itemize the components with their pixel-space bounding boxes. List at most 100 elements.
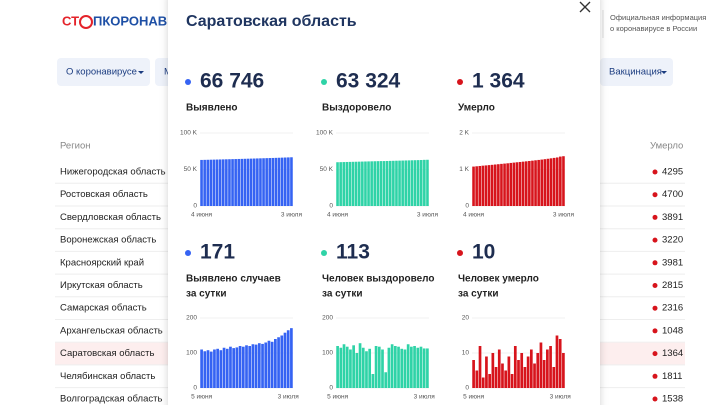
bar bbox=[200, 349, 203, 388]
bar bbox=[533, 363, 536, 388]
deaths-dot bbox=[652, 214, 658, 220]
bar bbox=[487, 165, 491, 206]
bar bbox=[416, 347, 420, 388]
deaths-dot bbox=[652, 373, 658, 379]
bar bbox=[521, 161, 525, 206]
bar bbox=[212, 159, 216, 206]
bar bbox=[249, 158, 253, 206]
bar bbox=[280, 157, 284, 206]
bar bbox=[368, 348, 372, 388]
table-header: Умерло bbox=[650, 141, 683, 152]
bar bbox=[241, 346, 245, 388]
bar bbox=[382, 161, 386, 206]
stat-label: Умерло bbox=[458, 103, 495, 114]
bar bbox=[379, 161, 383, 206]
deaths-value: 1048 bbox=[662, 325, 683, 336]
bar bbox=[209, 351, 213, 388]
deaths-dot bbox=[652, 237, 658, 243]
bar bbox=[410, 346, 413, 388]
bar bbox=[351, 161, 355, 206]
y-tick-label: 0 bbox=[329, 203, 333, 210]
stat-total: 113 bbox=[336, 241, 370, 264]
bar bbox=[237, 158, 241, 206]
region-name[interactable]: Архангельская область bbox=[60, 325, 163, 336]
header-info: Официальная информация bbox=[610, 13, 706, 22]
bar bbox=[271, 157, 275, 206]
stat-total: 171 bbox=[200, 241, 235, 264]
bar bbox=[475, 370, 479, 388]
stat-label: за сутки bbox=[186, 289, 226, 300]
y-tick-label: 1 K bbox=[459, 166, 469, 173]
bar bbox=[513, 346, 517, 388]
region-name[interactable]: Воронежская область bbox=[60, 235, 156, 246]
bar bbox=[206, 159, 210, 206]
bar bbox=[267, 340, 271, 388]
bar bbox=[422, 348, 426, 388]
deaths-dot bbox=[652, 260, 658, 266]
region-name[interactable]: Волгоградская область bbox=[60, 394, 162, 405]
bar bbox=[423, 159, 426, 206]
bar bbox=[240, 158, 244, 206]
bar bbox=[222, 347, 226, 388]
modal-title: Саратовская область bbox=[186, 13, 357, 30]
y-tick-label: 0 bbox=[465, 203, 469, 210]
bar bbox=[248, 346, 252, 388]
region-name[interactable]: Нижегородская область bbox=[60, 167, 166, 178]
bar bbox=[413, 346, 416, 388]
bar bbox=[246, 158, 250, 206]
x-tick-label: 3 июля bbox=[553, 212, 575, 219]
bar bbox=[352, 345, 355, 388]
bar bbox=[481, 377, 485, 388]
bar bbox=[497, 349, 501, 388]
bar bbox=[475, 166, 478, 206]
nav-pill[interactable] bbox=[600, 58, 673, 86]
stat-dot bbox=[321, 79, 327, 85]
region-name[interactable]: Челябинская область bbox=[60, 371, 155, 382]
bar bbox=[336, 346, 339, 388]
bar bbox=[216, 348, 219, 388]
bar bbox=[509, 162, 513, 206]
bar bbox=[404, 160, 408, 206]
stat-dot bbox=[185, 79, 191, 85]
region-name[interactable]: Ростовская область bbox=[60, 189, 148, 200]
stat-total: 66 746 bbox=[200, 70, 264, 93]
bar bbox=[265, 158, 268, 206]
bar bbox=[234, 159, 237, 206]
x-tick-label: 5 июня bbox=[327, 394, 349, 401]
close-button[interactable] bbox=[579, 1, 591, 13]
deaths-dot bbox=[652, 283, 658, 288]
bar bbox=[361, 347, 365, 388]
bar bbox=[562, 353, 565, 388]
x-tick-label: 3 июля bbox=[414, 394, 436, 401]
region-name[interactable]: Красноярский край bbox=[60, 257, 144, 268]
bar bbox=[549, 346, 552, 388]
bar bbox=[229, 346, 232, 388]
nav-label[interactable]: Вакцинация bbox=[609, 67, 662, 78]
bar bbox=[546, 349, 549, 388]
bar bbox=[259, 158, 262, 206]
nav-label[interactable]: О коронавирусе bbox=[66, 67, 137, 78]
y-tick-label: 100 K bbox=[180, 130, 198, 137]
nav-pill[interactable] bbox=[57, 58, 150, 86]
deaths-value: 1811 bbox=[662, 371, 682, 382]
region-name[interactable]: Саратовская область bbox=[60, 348, 154, 359]
bar bbox=[283, 157, 287, 206]
bar bbox=[537, 159, 540, 206]
stat-total: 10 bbox=[472, 241, 495, 264]
bar bbox=[225, 348, 229, 388]
bar bbox=[526, 356, 530, 388]
bar bbox=[555, 335, 559, 388]
bar bbox=[497, 164, 500, 206]
region-name[interactable]: Свердловская область bbox=[60, 212, 161, 223]
nav-caret bbox=[138, 71, 144, 74]
bar bbox=[518, 161, 522, 206]
region-name[interactable]: Иркутская область bbox=[60, 280, 143, 291]
bar bbox=[504, 370, 508, 388]
bar bbox=[426, 348, 429, 388]
region-name[interactable]: Самарская область bbox=[60, 303, 147, 314]
bar bbox=[358, 343, 362, 388]
bar bbox=[261, 343, 264, 388]
bar bbox=[416, 160, 420, 206]
bar bbox=[398, 160, 401, 206]
